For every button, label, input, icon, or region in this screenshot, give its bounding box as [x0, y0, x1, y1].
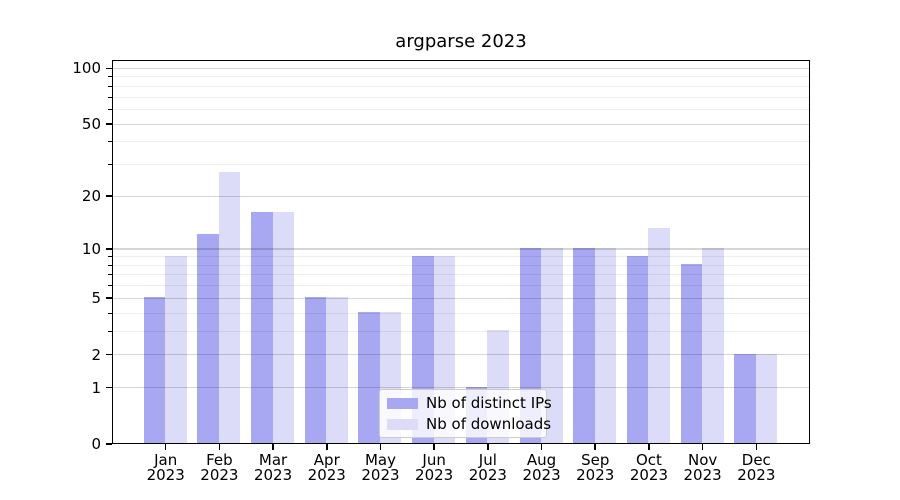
- minor-gridline: [113, 312, 809, 314]
- x-tick: [326, 444, 328, 450]
- minor-gridline: [113, 108, 809, 110]
- bar-distinct-ips: [734, 353, 756, 443]
- y-tick-label: 20: [81, 187, 101, 206]
- bar-distinct-ips: [143, 297, 166, 443]
- minor-gridline: [113, 76, 809, 78]
- x-tick-label: Jul 2023: [468, 451, 507, 484]
- major-gridline: [113, 123, 809, 125]
- x-tick-label: Mar 2023: [253, 451, 293, 484]
- y-tick-label: 100: [72, 59, 101, 78]
- major-gridline: [113, 67, 809, 70]
- bar-distinct-ips: [197, 234, 219, 443]
- legend-swatch-distinct-ips: [387, 397, 418, 409]
- x-tick-label: Jan 2023: [146, 451, 185, 484]
- x-tick: [218, 444, 221, 450]
- bar-downloads: [165, 255, 187, 443]
- major-gridline: [113, 248, 809, 250]
- x-tick: [487, 444, 489, 450]
- y-tick: [105, 248, 112, 250]
- y-tick-label: 50: [81, 115, 101, 134]
- x-tick-label: May 2023: [361, 451, 400, 484]
- major-gridline: [113, 297, 809, 300]
- major-gridline: [113, 387, 809, 389]
- y-minor-tick: [108, 330, 112, 332]
- bar-distinct-ips: [304, 297, 327, 443]
- bar-distinct-ips: [626, 255, 649, 443]
- legend-item-downloads: Nb of downloads: [387, 416, 551, 432]
- bar-distinct-ips: [680, 264, 703, 443]
- y-tick: [105, 386, 112, 389]
- y-tick: [105, 353, 112, 356]
- y-minor-tick: [108, 76, 112, 78]
- x-tick: [540, 444, 543, 450]
- minor-gridline: [113, 85, 809, 87]
- x-tick: [379, 444, 382, 450]
- y-tick: [105, 297, 112, 299]
- y-minor-tick: [108, 96, 112, 98]
- bar-distinct-ips: [251, 212, 273, 443]
- bar-distinct-ips: [573, 247, 595, 443]
- y-tick-label: 5: [91, 289, 101, 308]
- x-tick: [755, 444, 758, 450]
- legend-item-distinct-ips: Nb of distinct IPs: [387, 395, 552, 411]
- minor-gridline: [113, 264, 809, 266]
- x-tick-label: Feb 2023: [200, 451, 239, 484]
- major-gridline: [113, 354, 809, 356]
- x-tick: [701, 444, 704, 450]
- minor-gridline: [113, 274, 809, 276]
- x-tick: [272, 444, 274, 450]
- x-tick: [433, 444, 435, 450]
- minor-gridline: [113, 256, 809, 258]
- major-gridline: [113, 195, 809, 198]
- y-minor-tick: [108, 285, 112, 287]
- bar-downloads: [648, 228, 670, 443]
- minor-gridline: [113, 96, 809, 98]
- bar-downloads: [594, 247, 617, 443]
- bar-downloads: [755, 353, 778, 443]
- y-tick: [105, 123, 112, 125]
- x-tick-label: Apr 2023: [307, 451, 346, 484]
- y-tick-label: 2: [91, 345, 101, 364]
- y-minor-tick: [108, 164, 112, 166]
- x-tick: [648, 444, 650, 450]
- y-minor-tick: [108, 264, 112, 266]
- minor-gridline: [113, 164, 809, 166]
- x-tick-label: Nov 2023: [683, 451, 722, 484]
- y-tick-label: 0: [91, 435, 101, 453]
- y-tick: [105, 67, 112, 70]
- bar-downloads: [272, 212, 295, 443]
- y-minor-tick: [108, 312, 112, 314]
- legend-label-distinct-ips: Nb of distinct IPs: [426, 394, 552, 412]
- minor-gridline: [113, 285, 809, 287]
- y-minor-tick: [108, 85, 112, 87]
- legend-label-downloads: Nb of downloads: [426, 415, 552, 433]
- y-minor-tick: [108, 141, 112, 143]
- x-tick-label: Sep 2023: [576, 451, 615, 484]
- bar-downloads: [326, 297, 348, 443]
- plot-area: [112, 60, 810, 444]
- x-tick-label: Oct 2023: [629, 451, 669, 484]
- x-tick: [594, 444, 596, 450]
- y-tick: [105, 443, 112, 445]
- minor-gridline: [113, 330, 809, 332]
- bar-downloads: [218, 171, 241, 443]
- y-tick-label: 1: [91, 378, 101, 397]
- x-tick-label: Aug 2023: [522, 451, 561, 484]
- x-tick-label: Dec 2023: [737, 451, 776, 484]
- y-minor-tick: [108, 256, 112, 258]
- bar-downloads: [702, 247, 724, 443]
- legend: Nb of distinct IPs Nb of downloads: [379, 389, 552, 438]
- legend-swatch-downloads: [387, 418, 418, 430]
- y-tick: [105, 195, 112, 197]
- chart-title: argparse 2023: [395, 31, 527, 52]
- y-tick-label: 10: [81, 239, 101, 258]
- y-minor-tick: [108, 274, 112, 276]
- y-minor-tick: [108, 108, 112, 110]
- x-tick: [164, 444, 167, 450]
- minor-gridline: [113, 141, 809, 143]
- x-tick-label: Jun 2023: [415, 451, 454, 484]
- bar-distinct-ips: [358, 312, 380, 443]
